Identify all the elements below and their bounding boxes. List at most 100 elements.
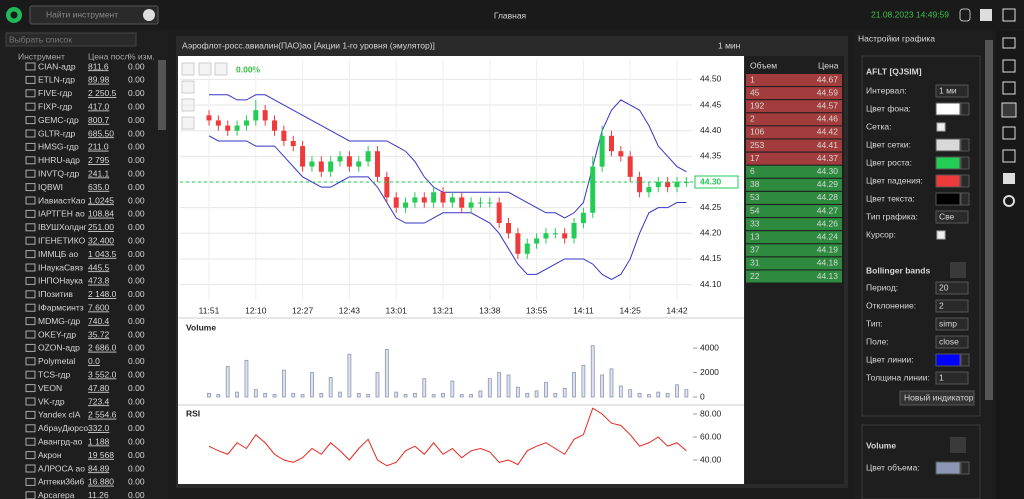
dropdown-arrow[interactable] [960, 461, 970, 475]
instrument-name[interactable]: Акрон [38, 450, 62, 460]
instrument-name[interactable]: MDMG-гдр [38, 316, 80, 326]
add-icon[interactable] [980, 9, 992, 21]
dropdown[interactable] [935, 210, 969, 224]
dropdown-arrow[interactable] [960, 156, 970, 170]
filter-box[interactable] [5, 32, 137, 47]
dropdown[interactable] [935, 371, 969, 385]
instrument-name[interactable]: OKEY-гдр [38, 329, 76, 339]
order-row[interactable] [746, 270, 842, 283]
instrument-name[interactable]: АЛРОСА ао [38, 463, 85, 473]
instrument-name[interactable]: ИавиастКао [38, 195, 86, 205]
scrollbar[interactable] [985, 40, 993, 400]
dropdown[interactable] [935, 299, 969, 313]
scrollbar[interactable] [158, 60, 166, 130]
instrument-name[interactable]: IГЕНЕТИКО [38, 235, 86, 245]
instrument-name[interactable]: IАРТГЕН ао [38, 209, 85, 219]
delete-indicator[interactable] [950, 437, 966, 453]
interval[interactable]: 1 мин [718, 40, 741, 50]
settings-icon[interactable] [1003, 195, 1015, 207]
order-row[interactable] [746, 165, 842, 178]
order-row[interactable] [746, 87, 842, 100]
instrument-name[interactable]: GLTR-гдр [38, 128, 76, 138]
instrument-name[interactable]: IПозитив [38, 289, 73, 299]
order-row[interactable] [746, 191, 842, 204]
checkbox[interactable] [936, 122, 946, 132]
instrument-name[interactable]: IQBWI [38, 182, 63, 192]
book-icon[interactable] [1002, 59, 1016, 73]
tool-button[interactable] [181, 116, 195, 130]
tool-button[interactable] [181, 80, 195, 94]
instrument-name[interactable]: VK-гдр [38, 396, 65, 406]
instrument-name[interactable]: HMSG-гдр [38, 142, 79, 152]
instrument-name[interactable]: Авангрд-ао [38, 436, 83, 446]
dropdown-arrow[interactable] [960, 192, 970, 206]
instrument-name[interactable]: CIAN-адр [38, 61, 76, 71]
instrument-name[interactable]: FIVE-гдр [38, 88, 72, 98]
new-indicator-button[interactable] [899, 390, 975, 406]
order-row[interactable] [746, 74, 842, 86]
instrument-name[interactable]: FIXP-гдр [38, 101, 72, 111]
instrument-name[interactable]: Арсагера [38, 490, 75, 499]
color-swatch[interactable] [935, 461, 961, 475]
color-swatch[interactable] [935, 156, 961, 170]
instrument-name[interactable]: ETLN-гдр [38, 75, 75, 85]
dropdown-arrow[interactable] [960, 138, 970, 152]
instrument-name[interactable]: HHRU-адр [38, 155, 80, 165]
dropdown[interactable] [935, 84, 969, 98]
dropdown-arrow[interactable] [960, 174, 970, 188]
dropdown[interactable] [935, 281, 969, 295]
color-swatch[interactable] [935, 102, 961, 116]
instrument-name[interactable]: GEMC-гдр [38, 115, 79, 125]
checkbox[interactable] [936, 230, 946, 240]
instrument-name[interactable]: IВУШХолднг [38, 222, 87, 232]
search-clear[interactable] [143, 9, 155, 21]
cursor-icon[interactable] [959, 8, 971, 22]
delete-indicator[interactable] [950, 262, 966, 278]
color-swatch[interactable] [935, 138, 961, 152]
instrument-name[interactable]: INVTQ-гдр [38, 168, 79, 178]
instrument-name[interactable]: IНПОНаука [38, 276, 83, 286]
search-box[interactable] [29, 5, 159, 25]
table-icon[interactable] [1002, 149, 1016, 163]
order-row[interactable] [746, 178, 842, 191]
instrument-name[interactable]: OZON-адр [38, 343, 80, 353]
exit-icon[interactable] [1002, 8, 1016, 22]
window-icon[interactable] [1002, 126, 1016, 140]
order-row[interactable] [746, 152, 842, 165]
instrument-name[interactable]: Аптеки36и6 [38, 477, 84, 487]
case-icon[interactable] [1003, 173, 1015, 184]
color-swatch[interactable] [935, 353, 961, 367]
instrument-icon [25, 209, 36, 218]
color-swatch[interactable] [935, 192, 961, 206]
instrument-name[interactable]: Polymetal [38, 356, 75, 366]
order-volume: 192 [750, 100, 764, 110]
order-row[interactable] [746, 100, 842, 113]
order-row[interactable] [746, 244, 842, 257]
color-swatch[interactable] [935, 174, 961, 188]
order-row[interactable] [746, 205, 842, 217]
volume-bar [553, 392, 558, 398]
tool-button[interactable] [181, 62, 195, 76]
dropdown-arrow[interactable] [960, 353, 970, 367]
instrument-name[interactable]: АбрауДюрсо [38, 423, 88, 433]
chart-icon[interactable] [1001, 102, 1017, 118]
dropdown[interactable] [935, 335, 969, 349]
order-row[interactable] [746, 126, 842, 139]
order-row[interactable] [746, 139, 842, 152]
order-row[interactable] [746, 113, 842, 126]
instrument-name[interactable]: IММЦБ ао [38, 249, 78, 259]
order-row[interactable] [746, 231, 842, 244]
order-row[interactable] [746, 257, 842, 270]
instrument-name[interactable]: Yandex clA [38, 410, 81, 420]
list-icon[interactable] [1002, 81, 1016, 95]
instrument-name[interactable]: VEON [38, 383, 62, 393]
dropdown[interactable] [935, 317, 969, 331]
dropdown-arrow[interactable] [960, 102, 970, 116]
instrument-name[interactable]: IФармсинтз [38, 302, 84, 312]
mail-icon[interactable] [1002, 37, 1016, 49]
order-row[interactable] [746, 218, 842, 231]
zoom-out[interactable] [214, 62, 228, 76]
instrument-name[interactable]: TCS-гдр [38, 369, 71, 379]
instrument-name[interactable]: IНаукаСвяз [38, 262, 83, 272]
zoom-in[interactable] [198, 62, 212, 76]
